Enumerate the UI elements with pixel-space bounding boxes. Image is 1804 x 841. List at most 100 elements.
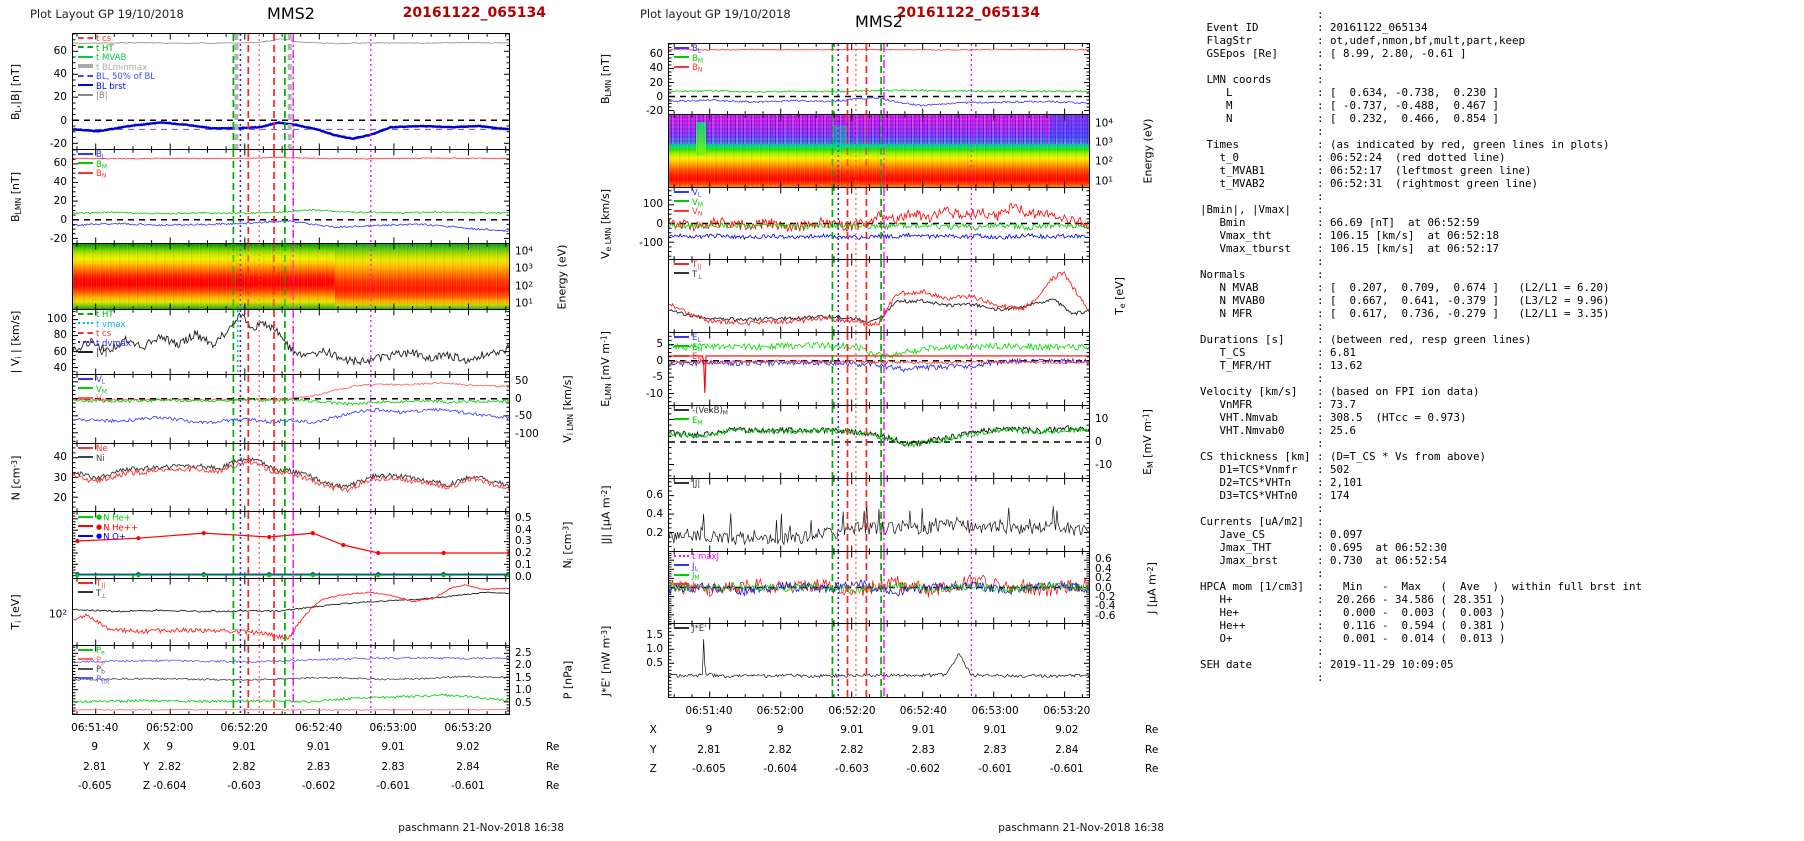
tick-label: 0 <box>656 217 663 230</box>
info-line: : <box>1200 372 1324 385</box>
plot-ele-spec[interactable] <box>668 114 1090 188</box>
ephemeris-value: 2.81 <box>697 743 721 756</box>
axis-label-vi-abs: | Vi | [km/s] <box>9 310 23 374</box>
time-tick-labels: 06:51:40 06:52:00 06:52:20 06:52:40 06:53:00… <box>0 717 590 741</box>
plot-row-em-cmp: -(VexB)M EM EM [mV m-1] 10 0 -10 <box>590 405 1190 479</box>
plot-em-cmp[interactable]: -(VexB)M EM <box>668 405 1090 479</box>
tick-label: 1.0 <box>515 684 532 696</box>
tick-label: 0 <box>515 392 522 405</box>
ephemeris-unit: Re <box>546 741 560 753</box>
info-line: N MVAB : [ 0.207, 0.709, 0.674 ] (L2/L1 … <box>1200 281 1610 294</box>
ephemeris-value: -0.605 <box>77 780 112 792</box>
info-line: Jmax_THT : 0.695 at 06:52:30 <box>1200 541 1448 554</box>
spectrogram-feature <box>696 122 706 155</box>
tick-label: -100 <box>639 236 663 249</box>
ephemeris-value: 2.84 <box>456 760 480 773</box>
info-line: Event ID : 20161122_065134 <box>1200 21 1428 34</box>
y-axis-left-n-minor <box>0 511 72 579</box>
plot-elmn[interactable]: EL EM EN <box>668 332 1090 406</box>
info-line: : <box>1200 645 1324 658</box>
time-tick-label: 06:52:00 <box>146 722 194 734</box>
plot-canvas-jlmn <box>669 552 1089 623</box>
tick-label: 100 <box>46 312 67 325</box>
tick-label: 0.1 <box>515 558 532 571</box>
tick-label: 0.5 <box>515 512 532 525</box>
plot-canvas-ele-spec <box>673 115 1083 187</box>
tick-label: 101 <box>515 297 534 310</box>
plot-canvas-vi-abs <box>73 310 509 374</box>
tick-label: 104 <box>1095 116 1114 130</box>
ephemeris-row-label: X <box>649 724 657 736</box>
plot-n-minor[interactable]: ●N He+ ●N He++ ●N O+ <box>72 511 510 579</box>
y-axis-right-jabs <box>1090 478 1190 552</box>
left-time-axis: 06:51:40 06:52:00 06:52:20 06:52:40 06:53:00… <box>0 717 590 800</box>
y-axis-right-blmn <box>510 149 590 244</box>
tick-label: 60 <box>53 345 67 358</box>
tick-label: -0.2 <box>1095 590 1116 603</box>
tick-label: -20 <box>49 138 67 151</box>
plot-ion-spec[interactable] <box>72 243 510 310</box>
info-line: HPCA mom [1/cm3] : Min - Max ( Ave ) wit… <box>1200 580 1643 593</box>
plot-canvas-elmn <box>669 333 1089 405</box>
ephemeris-value: 9.01 <box>381 741 405 753</box>
ephemeris-value: 2.81 <box>83 760 107 773</box>
plot-ve[interactable]: VL VM VN <box>668 187 1090 260</box>
plot-vlmn[interactable]: VL VM VN <box>72 374 510 444</box>
tick-label: 50 <box>515 375 529 387</box>
tick-label: 0.5 <box>515 696 532 709</box>
plot-ti[interactable]: T|| T⊥ <box>72 578 510 646</box>
info-line: Jave_CS : 0.097 <box>1200 528 1363 541</box>
plot-jdote[interactable]: J*E' <box>668 623 1090 698</box>
y-axis-left-ve: Ve LMN [km/s] 100 0 -100 <box>590 187 668 260</box>
tick-label: 1.5 <box>515 671 532 684</box>
plot-te[interactable]: T|| T⊥ <box>668 259 1090 333</box>
tick-label: 40 <box>53 451 67 464</box>
ephemeris-unit: Re <box>546 780 560 792</box>
plot-bl-babs[interactable]: t cs t HT t MVAB t BLminmax BL, 50% of BL BL … <box>72 33 510 150</box>
ephemeris-value: 9.01 <box>306 741 331 753</box>
plot-m-blmn[interactable]: BL BM BN <box>668 43 1090 115</box>
tick-label: 0 <box>1095 436 1102 448</box>
y-axis-right-vi-abs <box>510 309 590 375</box>
plot-pressure[interactable]: Pe Pp Pb Ptot <box>72 645 510 715</box>
y-axis-right-ion-spec: Energy (eV) 104 103 102 101 <box>510 243 590 310</box>
y-axis-left-ion-spec <box>0 243 72 310</box>
tick-label: 80 <box>53 329 67 342</box>
plot-row-ti: Ti [eV] 102 T|| T⊥ <box>0 578 590 646</box>
plot-canvas-vlmn <box>73 375 509 443</box>
tick-label: 0.4 <box>1095 562 1112 575</box>
spectrogram-feature <box>1051 115 1089 140</box>
y-axis-left-vi-abs: | Vi | [km/s] 100 80 60 40 <box>0 309 72 375</box>
info-line: N : [ 0.232, 0.466, 0.854 ] <box>1200 112 1500 125</box>
plot-vi-abs[interactable]: t HT t vmax t cs t dvmax |V| <box>72 309 510 375</box>
plot-canvas-m-blmn <box>669 44 1089 114</box>
plot-row-blmn: BLMN [nT] 60 40 20 0 -20 BL BM BN <box>0 149 590 245</box>
tick-label: 0.5 <box>646 657 663 670</box>
plot-blmn[interactable]: BL BM BN <box>72 149 510 244</box>
info-line: CS thickness [km] : (D=T_CS * Vs from ab… <box>1200 450 1487 463</box>
ephemeris-row-Y: Y 2.81 2.82 2.82 2.83 2.83 2.84 Re <box>0 761 590 781</box>
plot-jlmn[interactable]: t maxJ JL JM JN <box>668 551 1090 624</box>
plot-n-dens[interactable]: Ne Ni <box>72 443 510 512</box>
info-line: D1=TCS*Vnmfr : 502 <box>1200 463 1350 476</box>
ephemeris-row-Z: Z -0.605 -0.604 -0.603 -0.602 -0.601 -0.601 Re <box>590 763 1190 783</box>
plot-jabs[interactable]: |J| <box>668 478 1090 552</box>
tick-label: 0 <box>656 91 663 103</box>
ephemeris-value: 9 <box>91 741 99 753</box>
plot-canvas-jdote <box>669 624 1089 697</box>
ephemeris-value: 2.83 <box>306 760 331 773</box>
plot-row-jlmn: t maxJ JL JM JN J [µA m-2] 0.6 0.4 0.2 0.0 -0.2 -0… <box>590 551 1190 624</box>
page-title: MMS2 <box>855 12 903 31</box>
tick-label: 0.6 <box>646 489 663 502</box>
y-axis-right-ele-spec: Energy (eV) 104 103 102 101 <box>1090 114 1190 188</box>
ephemeris-value: -0.601 <box>978 763 1012 775</box>
ephemeris-row-X: X 9 9 9.01 9.01 9.01 9.02 Re <box>590 724 1190 744</box>
info-line: T_MFR/HT : 13.62 <box>1200 359 1363 372</box>
y-axis-left-bl-babs: BL,|B| [nT] 60 40 20 0 -20 <box>0 33 72 151</box>
y-axis-left-n-dens: N [cm-3] 40 30 20 <box>0 443 72 512</box>
time-tick-label: 06:52:20 <box>220 722 268 734</box>
time-tick-label: 06:53:00 <box>369 722 417 734</box>
ephemeris-value: 9.02 <box>1055 724 1079 736</box>
y-axis-right-em-cmp: EM [mV m-1] 10 0 -10 <box>1090 405 1190 479</box>
info-panel: : Event ID : 20161122_065134 FlagStr : o… <box>1190 0 1804 841</box>
